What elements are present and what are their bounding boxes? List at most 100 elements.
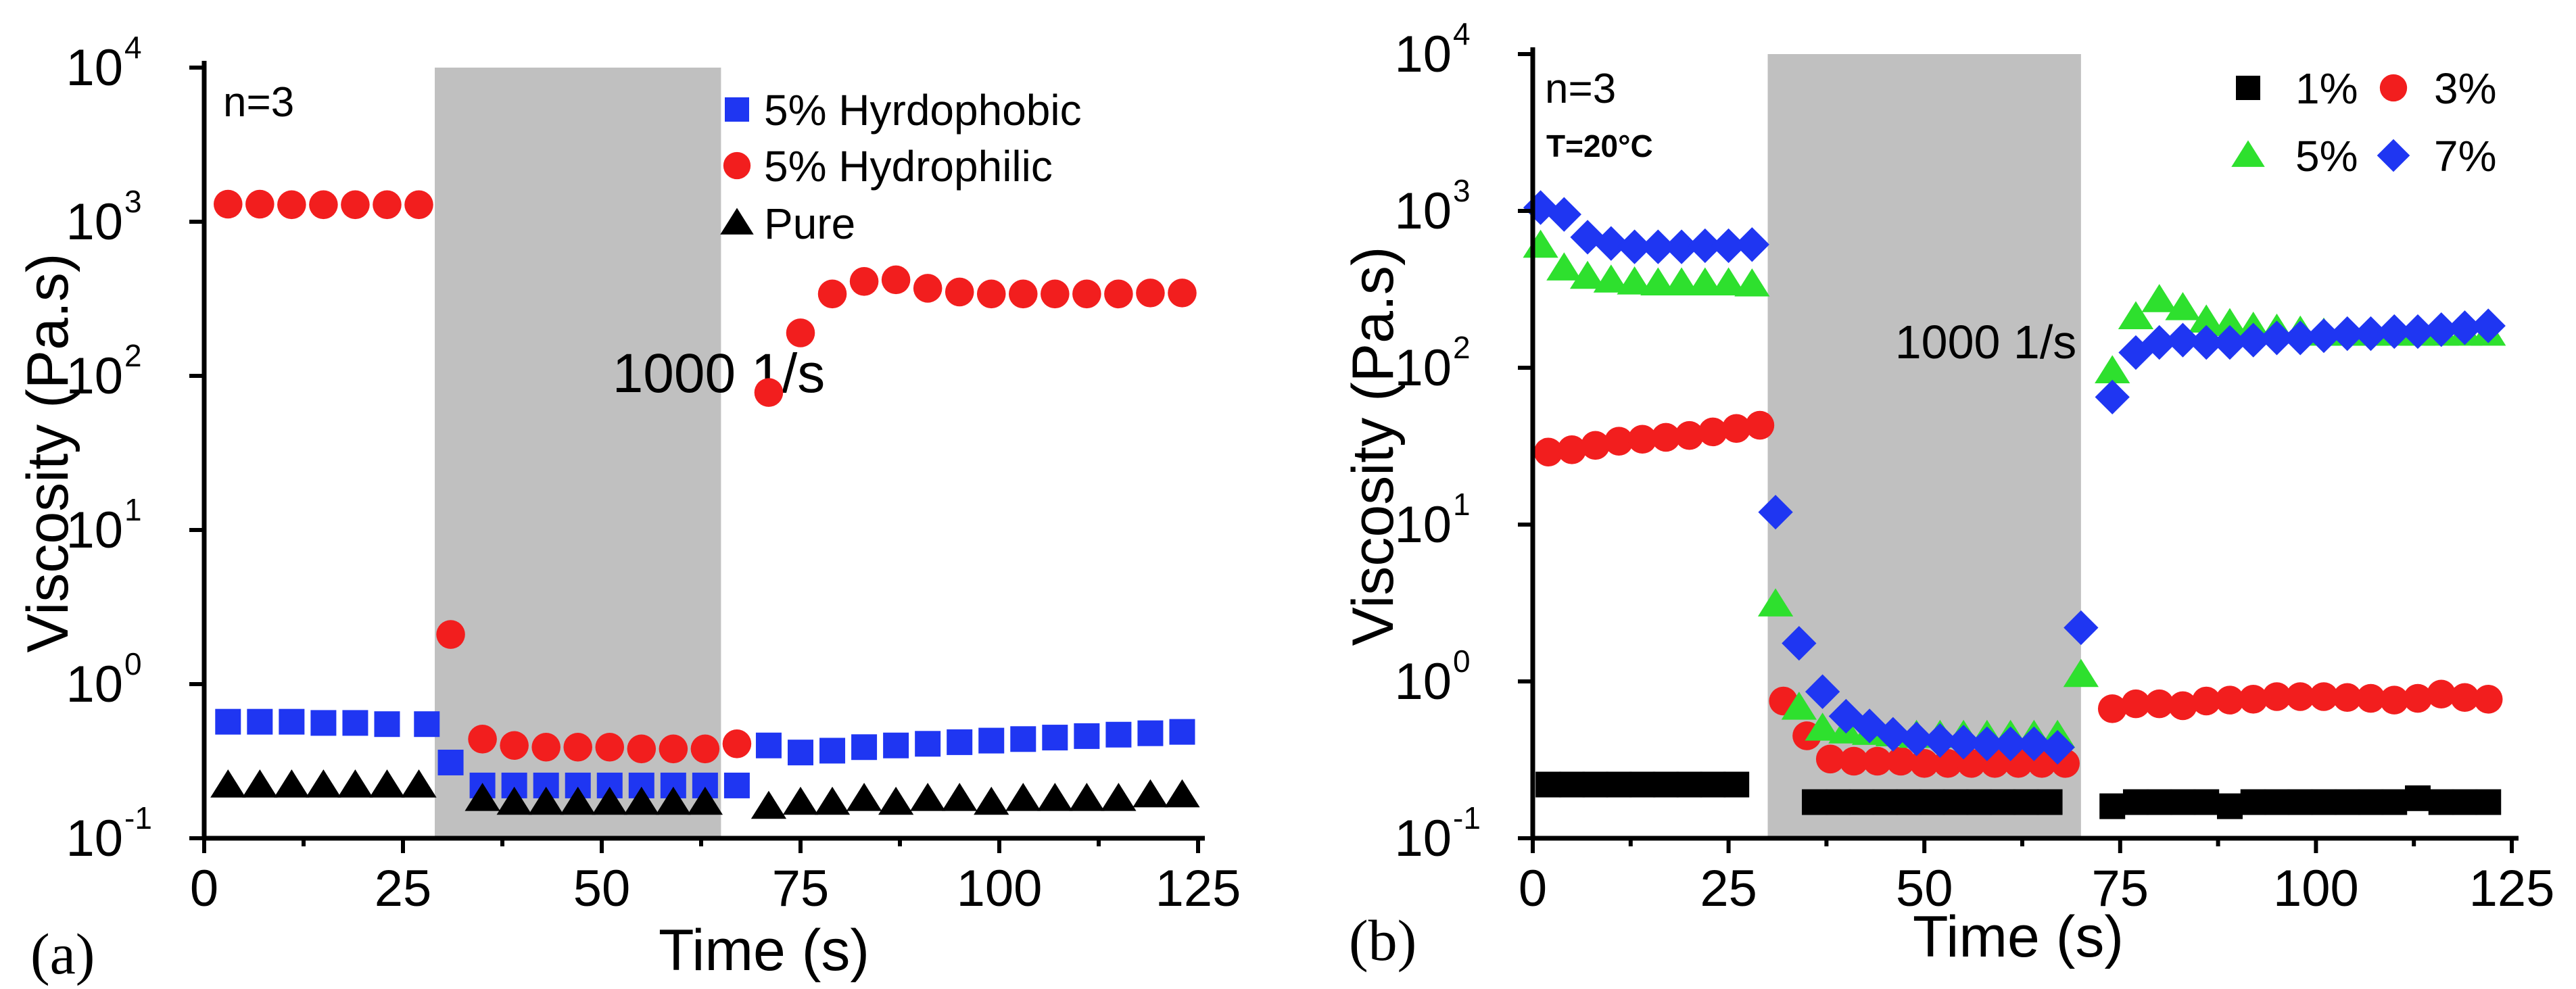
data-point	[274, 769, 310, 798]
data-point	[2189, 304, 2224, 333]
data-point	[245, 189, 275, 219]
data-point	[369, 769, 405, 798]
data-point	[2306, 318, 2341, 354]
y-tick-label: 10	[66, 656, 123, 713]
data-point	[1557, 435, 1587, 464]
data-point	[755, 732, 782, 758]
data-point	[1919, 789, 1945, 815]
data-point	[883, 732, 909, 758]
data-point	[1594, 226, 1629, 261]
y-axis-title: Viscosity (Pa.s)	[16, 254, 80, 653]
data-point	[2215, 685, 2245, 715]
data-point	[846, 783, 882, 811]
data-point	[373, 190, 402, 220]
data-point	[817, 279, 847, 309]
data-point	[976, 279, 1006, 309]
data-point	[1651, 423, 1681, 452]
data-point	[1042, 725, 1068, 751]
legend-marker	[725, 97, 749, 122]
x-tick-label: 75	[2092, 860, 2149, 917]
data-point	[687, 786, 723, 815]
data-point	[1687, 267, 1723, 296]
data-point	[414, 711, 440, 738]
data-point	[1815, 744, 1845, 774]
series-1-	[1535, 771, 2502, 819]
x-axis-title: Time (s)	[1913, 904, 2124, 969]
data-point	[1664, 229, 1699, 264]
data-point	[500, 731, 529, 761]
y-tick-exponent: -1	[1453, 800, 1481, 836]
data-point	[2189, 324, 2224, 360]
data-point	[2216, 793, 2243, 819]
y-tick-base: 10	[1394, 183, 1452, 240]
data-point	[1582, 771, 1608, 798]
legend-label: 7%	[2434, 132, 2497, 180]
data-point	[2016, 726, 2052, 761]
data-point	[1757, 588, 1794, 617]
data-point	[1993, 726, 2028, 761]
data-point	[563, 732, 592, 762]
y-tick-base: 10	[1394, 810, 1452, 867]
data-point	[1101, 783, 1137, 811]
data-point	[2309, 682, 2339, 711]
sample-count-label: n=3	[223, 79, 294, 126]
data-point	[915, 731, 941, 757]
data-point	[1990, 789, 2016, 815]
x-tick-label: 25	[375, 860, 432, 917]
data-point	[881, 265, 911, 295]
y-tick-exponent: 1	[1453, 487, 1471, 522]
data-point	[560, 786, 596, 815]
legend-label: 5% Hyrdophobic	[764, 86, 1082, 135]
data-point	[1629, 771, 1656, 798]
data-point	[2403, 683, 2433, 713]
data-point	[468, 725, 497, 754]
data-point	[2334, 789, 2360, 815]
legend-marker	[2379, 74, 2408, 102]
data-point	[1570, 220, 1605, 255]
data-point	[1593, 264, 1629, 293]
data-point	[1558, 771, 1585, 798]
data-point	[942, 783, 978, 811]
data-point	[913, 274, 943, 303]
data-point	[1848, 789, 1875, 815]
data-point	[1164, 779, 1200, 808]
data-point	[782, 786, 819, 815]
data-point	[1802, 789, 1828, 815]
data-point	[2236, 322, 2271, 358]
temperature-label: T=20°C	[1546, 128, 1653, 164]
data-point	[1734, 268, 1770, 297]
data-point	[210, 769, 246, 798]
shear-band	[435, 68, 721, 838]
data-point	[404, 190, 433, 220]
data-point	[401, 769, 437, 798]
legend: 1% 3% 5% 7%	[2231, 64, 2497, 180]
data-point	[1037, 783, 1073, 811]
data-point	[2193, 789, 2220, 815]
shear-band-label: 1000 1/s	[613, 343, 826, 404]
data-point	[1922, 723, 1958, 758]
data-point	[437, 749, 464, 775]
y-tick-exponent: 2	[1453, 330, 1471, 365]
data-point	[2097, 694, 2127, 723]
data-point	[1523, 229, 1558, 258]
data-point	[1825, 789, 1851, 815]
data-point	[1946, 725, 1981, 760]
series-5-hydrophilic	[214, 189, 1197, 764]
data-point	[723, 772, 750, 798]
y-tick-exponent: 2	[124, 338, 142, 373]
y-tick-label: 10	[66, 502, 123, 559]
y-tick-exponent: -1	[124, 800, 152, 836]
data-point	[1805, 713, 1840, 741]
data-point	[464, 783, 500, 811]
y-tick-base: 10	[1394, 496, 1452, 554]
data-point	[2141, 284, 2177, 312]
y-tick-label: 10	[1394, 183, 1452, 240]
data-point	[2287, 789, 2314, 815]
y-tick-exponent: 4	[124, 30, 142, 65]
data-point	[947, 729, 973, 755]
data-point	[2121, 689, 2151, 719]
data-point	[1169, 719, 1195, 745]
data-point	[1640, 229, 1675, 264]
